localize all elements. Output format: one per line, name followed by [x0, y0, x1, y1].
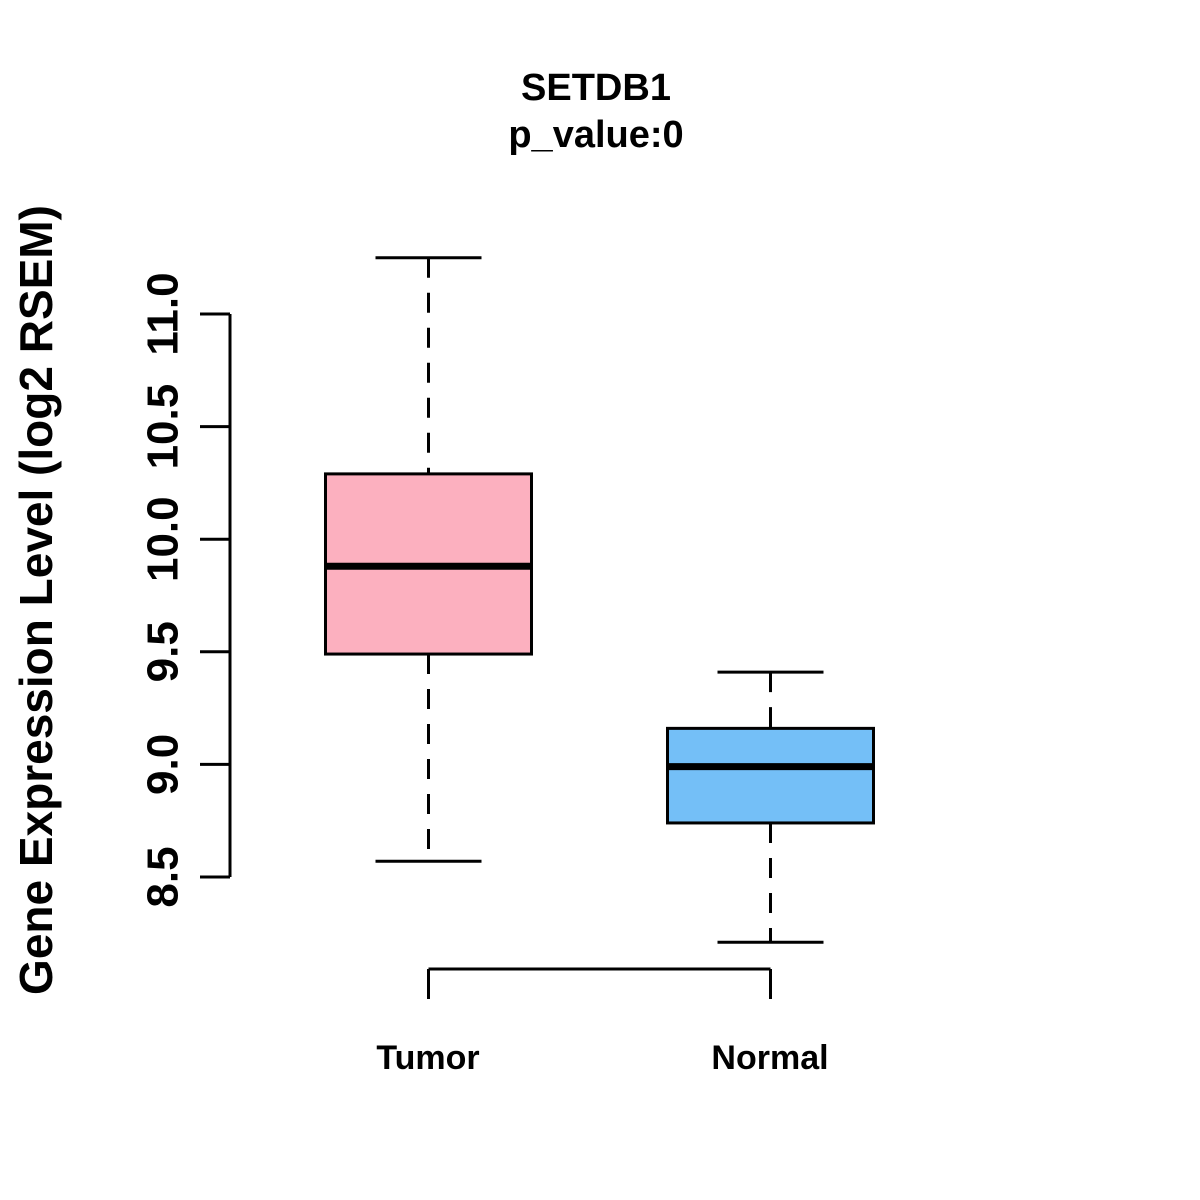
chart-subtitle: p_value:0	[508, 114, 684, 156]
y-axis-title: Gene Expression Level (log2 RSEM)	[10, 205, 62, 995]
y-tick-label-3: 10.0	[139, 496, 188, 582]
y-tick-label-4: 10.5	[139, 384, 188, 470]
chart-title: SETDB1	[521, 67, 671, 109]
y-tick-label-1: 9.0	[139, 734, 188, 795]
x-category-label-tumor: Tumor	[376, 1039, 480, 1077]
y-tick-label-5: 11.0	[139, 272, 188, 355]
y-tick-label-2: 9.5	[139, 621, 188, 682]
x-category-label-normal: Normal	[711, 1039, 829, 1077]
normal-box	[666, 726, 875, 825]
y-tick-label-0: 8.5	[139, 846, 188, 907]
